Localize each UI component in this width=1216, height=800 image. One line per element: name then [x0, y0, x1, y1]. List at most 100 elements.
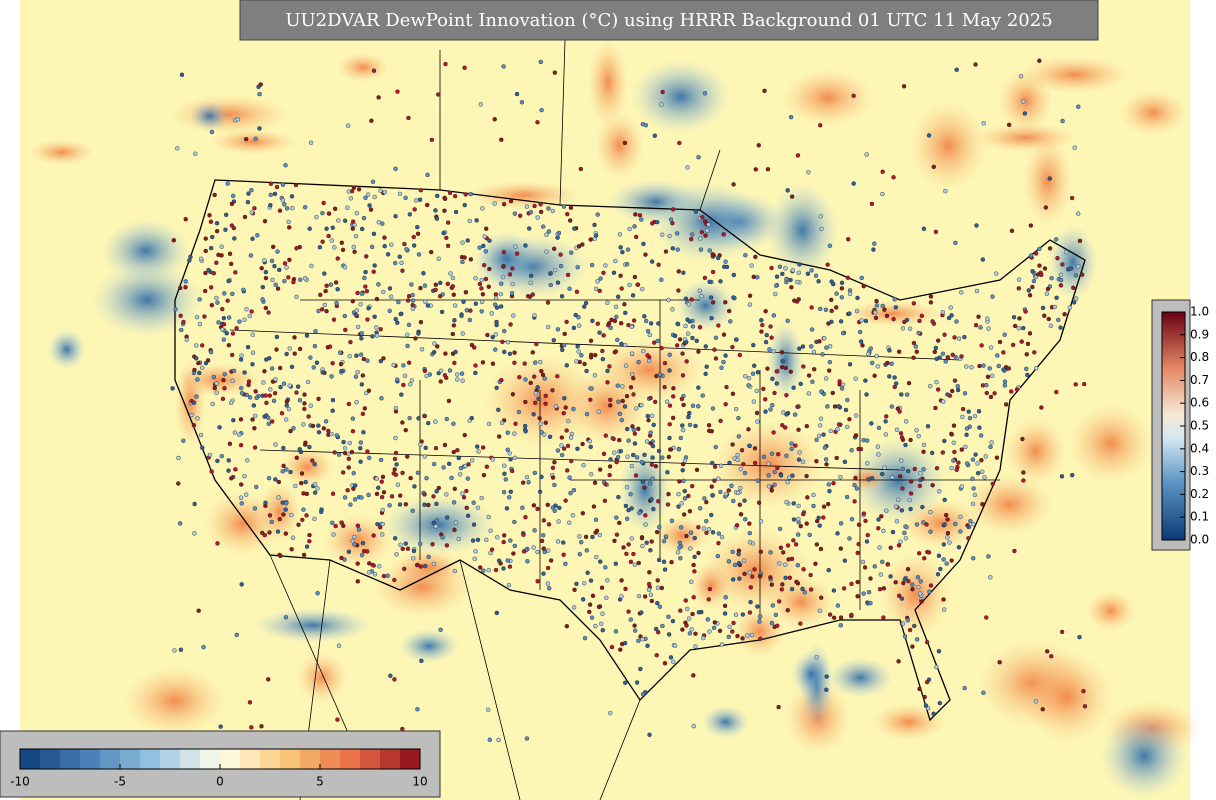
obs-dot [723, 300, 728, 305]
obs-dot [550, 208, 556, 214]
obs-dot [263, 269, 269, 275]
obs-dot [1062, 312, 1067, 317]
obs-dot [183, 279, 188, 284]
obs-dot [283, 615, 289, 620]
obs-dot [354, 353, 359, 358]
obs-dot [181, 438, 186, 443]
obs-dot [891, 175, 896, 180]
obs-dot [355, 561, 360, 566]
obs-dot [1045, 286, 1051, 292]
obs-dot [649, 462, 655, 467]
obs-dot [371, 269, 376, 274]
obs-dot [1010, 342, 1016, 348]
colorbar-cell [120, 749, 141, 769]
obs-dot [785, 608, 790, 613]
obs-dot [196, 608, 201, 613]
obs-dot [435, 193, 440, 199]
obs-dot [310, 458, 315, 463]
obs-dot [899, 392, 904, 397]
obs-dot [330, 361, 335, 366]
obs-dot [985, 316, 990, 321]
obs-dot [406, 360, 412, 365]
obs-dot [263, 275, 269, 281]
obs-dot [613, 629, 619, 634]
field-blob [652, 181, 764, 263]
obs-dot [816, 433, 822, 439]
obs-dot [290, 205, 295, 211]
obs-dot [827, 359, 833, 365]
obs-dot [916, 551, 922, 556]
obs-dot [387, 308, 392, 314]
obs-dot [537, 416, 542, 421]
obs-dot [829, 319, 834, 325]
obs-dot [395, 89, 400, 94]
obs-dot [564, 319, 569, 325]
obs-dot [484, 464, 490, 469]
obs-dot [872, 241, 877, 246]
obs-dot [1077, 634, 1082, 640]
obs-dot [565, 443, 571, 449]
obs-dot [548, 558, 554, 563]
obs-dot [1052, 304, 1057, 310]
obs-dot [424, 475, 429, 481]
obs-dot [637, 510, 642, 516]
obs-dot [580, 511, 586, 516]
obs-dot [763, 409, 768, 414]
obs-dot [689, 483, 695, 489]
obs-dot [505, 447, 510, 452]
obs-dot [941, 597, 946, 602]
obs-dot [232, 430, 238, 435]
obs-dot [708, 295, 714, 300]
obs-dot [735, 633, 740, 639]
obs-dot [268, 181, 274, 186]
obs-dot [623, 503, 629, 509]
obs-dot [191, 400, 197, 405]
obs-dot [809, 268, 814, 273]
obs-dot [780, 359, 785, 364]
obs-dot [189, 412, 194, 418]
field-blob [28, 139, 95, 166]
obs-dot [269, 258, 275, 264]
obs-dot [345, 205, 350, 210]
obs-dot [462, 65, 467, 70]
obs-dot [847, 536, 852, 541]
obs-dot [925, 424, 931, 429]
obs-dot [200, 365, 205, 370]
obs-dot [749, 632, 755, 638]
obs-dot [659, 345, 664, 351]
obs-dot [555, 374, 560, 379]
obs-dot [691, 595, 696, 600]
obs-dot [341, 439, 346, 445]
obs-dot [868, 576, 873, 581]
obs-dot [889, 361, 894, 366]
obs-dot [769, 335, 774, 340]
obs-dot [851, 93, 856, 98]
obs-dot [226, 315, 232, 320]
obs-dot [769, 620, 775, 626]
obs-dot [237, 319, 242, 324]
obs-dot [959, 447, 964, 452]
obs-dot [521, 549, 527, 554]
obs-dot [598, 276, 603, 281]
obs-dot [684, 623, 689, 628]
obs-dot [397, 254, 402, 259]
obs-dot [1029, 253, 1034, 258]
obs-dot [208, 285, 214, 290]
obs-dot [838, 546, 844, 551]
obs-dot [196, 360, 201, 366]
obs-dot [614, 532, 620, 537]
obs-dot [425, 172, 430, 178]
obs-dot [483, 249, 489, 254]
obs-dot [496, 434, 502, 439]
obs-dot [264, 357, 269, 362]
obs-dot [385, 252, 391, 257]
obs-dot [253, 389, 258, 394]
obs-dot [1044, 291, 1050, 297]
obs-dot [284, 351, 289, 357]
obs-dot [539, 474, 544, 480]
obs-dot [284, 399, 290, 404]
obs-dot [668, 447, 674, 452]
obs-dot [1020, 436, 1025, 442]
obs-dot [972, 492, 978, 498]
